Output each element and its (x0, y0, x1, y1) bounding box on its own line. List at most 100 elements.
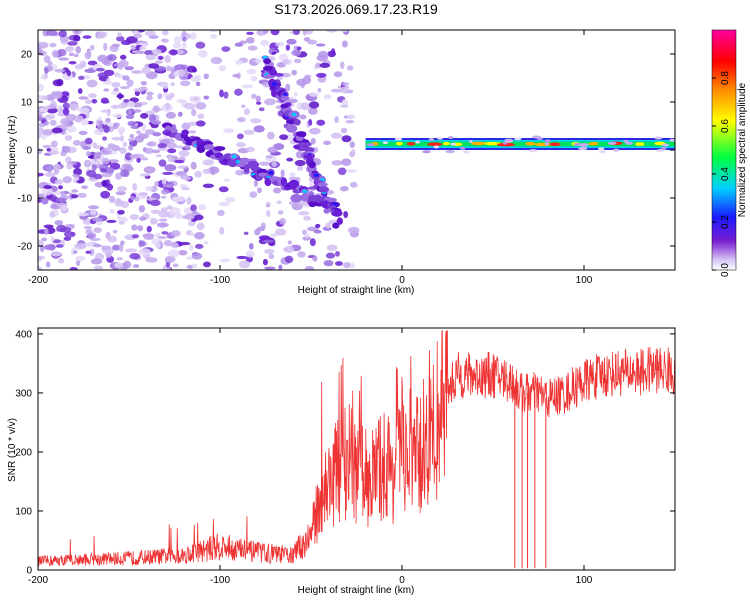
spectrogram-blob (161, 177, 167, 185)
spectrogram-blob (130, 195, 135, 200)
spectrogram-blob (245, 37, 255, 44)
spectrogram-blob (197, 113, 205, 119)
spectrogram-branch-point (336, 217, 343, 225)
spectrogram-blob (308, 92, 320, 97)
spectrogram-branch-point (285, 119, 296, 125)
spectrogram-blob (62, 107, 70, 116)
spectrogram-blob (68, 61, 77, 65)
spectrogram-blob (148, 63, 160, 69)
spectrogram-blob (247, 45, 258, 51)
spectrogram-branch-point (304, 154, 314, 159)
spectrogram-blob (88, 205, 100, 210)
spectrogram-blob (146, 142, 154, 147)
spectrogram-blob (260, 39, 270, 46)
spectrogram-blob (309, 127, 321, 135)
spectrogram-main-line-speckle (428, 137, 435, 141)
spectrogram-blob (108, 195, 116, 203)
spectrogram-blob (89, 248, 95, 256)
spectrogram-blob (48, 104, 57, 109)
spectrogram-blob (250, 76, 258, 82)
spectrogram-blob (72, 173, 80, 178)
spectrogram-blob (132, 264, 140, 269)
spectrogram-blob (120, 39, 132, 46)
spectrogram-blob (243, 231, 249, 236)
spectrogram-blob (164, 164, 177, 172)
spectrogram-main-line-speckle (531, 135, 541, 139)
spectrogram-main-line-peak (497, 142, 515, 147)
spectrogram-blob (138, 248, 151, 256)
spectrogram-blob (137, 133, 149, 140)
spectrogram-blob (170, 230, 181, 237)
spectrogram-blob (42, 144, 52, 149)
spectrogram-blob (40, 196, 49, 205)
spectrogram-y-tick-label: -10 (18, 194, 33, 205)
spectrogram-main-line-speckle (612, 148, 620, 152)
spectrogram-blob (219, 258, 231, 263)
spectrogram-blob (76, 259, 81, 266)
spectrogram-blob (167, 249, 180, 258)
spectrogram-blob (170, 242, 179, 249)
spectrogram-blob (326, 30, 338, 33)
spectrogram-blob (45, 30, 58, 37)
colorbar-tick-label: 0.2 (720, 215, 731, 229)
spectrogram-blob (67, 126, 77, 133)
spectrogram-main-line-speckle (578, 147, 588, 151)
spectrogram-blob (309, 238, 316, 247)
spectrogram-branch-point (331, 209, 343, 217)
spectrogram-branch-point (326, 197, 337, 202)
spectrogram-blob (136, 130, 142, 135)
spectrogram-main-line-speckle (502, 141, 508, 145)
spectrogram-blob (308, 107, 318, 115)
spectrogram-blob (165, 102, 171, 110)
spectrogram-blob (75, 46, 81, 54)
spectrogram-blob (52, 239, 62, 244)
spectrogram-blob (84, 51, 92, 60)
spectrogram-blob (286, 99, 299, 103)
spectrogram-blob (172, 42, 182, 49)
spectrogram-blob (78, 96, 89, 100)
spectrogram-blob (218, 201, 230, 207)
spectrogram-branch-peak (231, 154, 237, 159)
spectrogram-blob (223, 128, 235, 134)
spectrogram-blob (127, 138, 136, 142)
spectrogram-blob (144, 49, 154, 56)
spectrogram-blob (157, 55, 164, 60)
spectrogram-blob (160, 195, 167, 199)
spectrogram-blob (284, 255, 294, 264)
spectrogram-blob (38, 117, 46, 121)
spectrogram-blob (77, 212, 90, 217)
spectrogram-main-line-speckle (366, 143, 375, 147)
spectrogram-blob (118, 244, 124, 252)
spectrogram-blob (43, 115, 55, 120)
spectrogram-blob (189, 231, 195, 237)
spectrogram-main-line-peak (549, 142, 561, 147)
spectrogram-blob (117, 32, 122, 38)
spectrogram-blob (191, 252, 203, 260)
spectrogram-blob (161, 231, 169, 235)
spectrogram-blob (182, 175, 192, 181)
spectrogram-blob (45, 261, 51, 268)
spectrogram-blob (166, 65, 172, 72)
spectrogram-blob (287, 240, 293, 245)
spectrogram-blob (97, 54, 108, 63)
spectrogram-blob (186, 65, 197, 73)
spectrogram-blob (123, 99, 130, 103)
spectrogram-blob (177, 69, 185, 77)
spectrogram-blob (209, 169, 215, 174)
spectrogram-blob (129, 214, 139, 220)
spectrogram-blob (142, 146, 147, 153)
spectrogram-blob (74, 64, 84, 70)
spectrogram-blob (83, 226, 93, 230)
spectrogram-blob (258, 107, 265, 112)
snr-x-tick-label: 100 (576, 575, 593, 586)
spectrogram-blob (50, 203, 58, 209)
spectrogram-blob (346, 65, 354, 71)
spectrogram-blob (38, 148, 42, 154)
spectrogram-blob (210, 56, 223, 65)
spectrogram-blob (174, 159, 185, 164)
spectrogram-blob (41, 237, 48, 242)
spectrogram-blob (341, 158, 352, 167)
spectrogram-blob (87, 120, 94, 125)
spectrogram-blob (70, 194, 79, 199)
spectrogram-blob (169, 49, 178, 56)
